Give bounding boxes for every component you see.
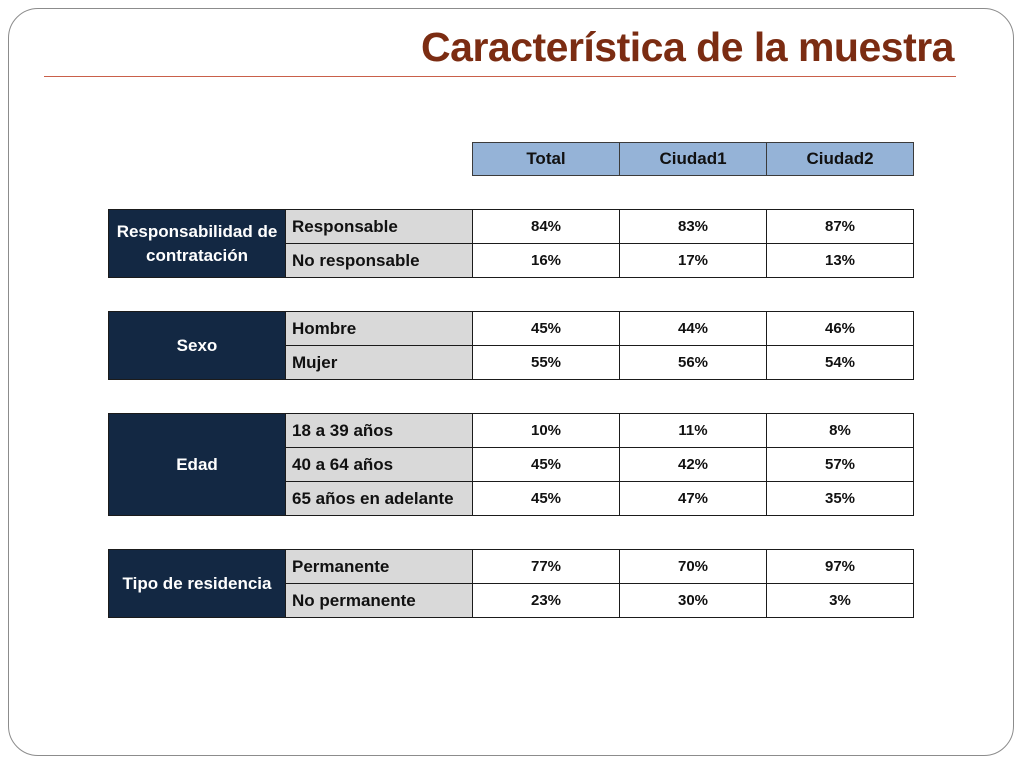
row-label: 18 a 39 años — [285, 413, 473, 448]
column-header-table: Total Ciudad1 Ciudad2 — [472, 142, 914, 176]
value-cell: 77% — [472, 549, 620, 584]
table-row: Edad 18 a 39 años 10% 11% 8% — [108, 413, 914, 516]
value-cell: 35% — [766, 481, 914, 516]
slide-frame — [8, 8, 1014, 756]
group-table-residencia: Tipo de residencia Permanente 77% 70% 97… — [108, 549, 914, 618]
category-cell: Responsabilidad de contratación — [108, 209, 286, 278]
table-row: Sexo Hombre 45% 44% 46% — [108, 311, 914, 380]
category-cell: Tipo de residencia — [108, 549, 286, 618]
row-label: No responsable — [285, 243, 473, 278]
value-cell: 23% — [472, 583, 620, 618]
page-title: Característica de la muestra — [421, 24, 954, 70]
value-cell: 30% — [619, 583, 767, 618]
column-header-ciudad2: Ciudad2 — [766, 142, 914, 176]
value-cell: 47% — [619, 481, 767, 516]
row-label: Mujer — [285, 345, 473, 380]
value-cell: 45% — [472, 447, 620, 482]
row-label: Permanente — [285, 549, 473, 584]
row-label: 40 a 64 años — [285, 447, 473, 482]
row-label: Responsable — [285, 209, 473, 244]
value-cell: 16% — [472, 243, 620, 278]
table-row: Mujer 55% 56% 54% — [109, 345, 914, 380]
value-cell: 45% — [472, 311, 620, 346]
table-row: No responsable 16% 17% 13% — [109, 243, 914, 278]
value-cell: 10% — [472, 413, 620, 448]
table-row: Tipo de residencia Permanente 77% 70% 97… — [108, 549, 914, 618]
group-table-responsabilidad: Responsabilidad de contratación Responsa… — [108, 209, 914, 278]
value-cell: 57% — [766, 447, 914, 482]
category-cell: Sexo — [108, 311, 286, 380]
value-cell: 87% — [766, 209, 914, 244]
title-divider — [44, 76, 956, 77]
group-table-sexo: Sexo Hombre 45% 44% 46% Mujer 55% 56% 54… — [108, 311, 914, 380]
value-cell: 84% — [472, 209, 620, 244]
column-header-ciudad1: Ciudad1 — [619, 142, 767, 176]
value-cell: 13% — [766, 243, 914, 278]
value-cell: 97% — [766, 549, 914, 584]
value-cell: 55% — [472, 345, 620, 380]
value-cell: 17% — [619, 243, 767, 278]
category-cell: Edad — [108, 413, 286, 516]
value-cell: 3% — [766, 583, 914, 618]
value-cell: 56% — [619, 345, 767, 380]
table-row: Responsabilidad de contratación Responsa… — [108, 209, 914, 278]
table-row: No permanente 23% 30% 3% — [109, 583, 914, 618]
column-header-total: Total — [472, 142, 620, 176]
value-cell: 42% — [619, 447, 767, 482]
row-label: No permanente — [285, 583, 473, 618]
value-cell: 46% — [766, 311, 914, 346]
row-label: Hombre — [285, 311, 473, 346]
value-cell: 83% — [619, 209, 767, 244]
value-cell: 45% — [472, 481, 620, 516]
value-cell: 44% — [619, 311, 767, 346]
group-table-edad: Edad 18 a 39 años 10% 11% 8% 40 a 64 año… — [108, 413, 914, 516]
value-cell: 11% — [619, 413, 767, 448]
value-cell: 70% — [619, 549, 767, 584]
column-header-row: Total Ciudad1 Ciudad2 — [472, 142, 914, 176]
row-label: 65 años en adelante — [285, 481, 473, 516]
table-row: 40 a 64 años 45% 42% 57% — [109, 447, 914, 482]
value-cell: 8% — [766, 413, 914, 448]
table-row: 65 años en adelante 45% 47% 35% — [109, 481, 914, 516]
value-cell: 54% — [766, 345, 914, 380]
